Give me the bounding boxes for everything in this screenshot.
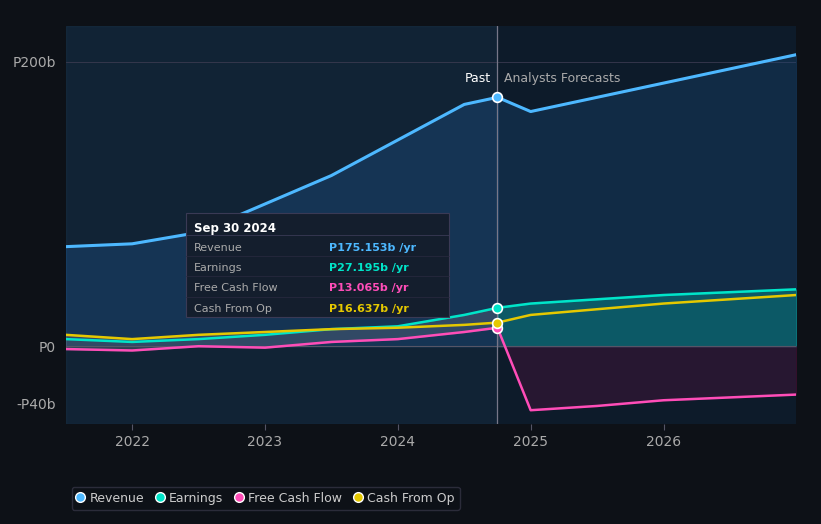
Text: Analysts Forecasts: Analysts Forecasts (504, 72, 621, 85)
Text: Sep 30 2024: Sep 30 2024 (194, 222, 276, 235)
Legend: Revenue, Earnings, Free Cash Flow, Cash From Op: Revenue, Earnings, Free Cash Flow, Cash … (72, 487, 460, 510)
Text: P16.637b /yr: P16.637b /yr (328, 304, 409, 314)
Bar (66, 26, 498, 424)
Text: Cash From Op: Cash From Op (194, 304, 272, 314)
Text: Earnings: Earnings (194, 263, 242, 273)
Text: P175.153b /yr: P175.153b /yr (328, 243, 416, 253)
Text: Free Cash Flow: Free Cash Flow (194, 283, 277, 293)
Text: Revenue: Revenue (194, 243, 242, 253)
Text: P13.065b /yr: P13.065b /yr (328, 283, 408, 293)
Text: Past: Past (465, 72, 491, 85)
Text: P27.195b /yr: P27.195b /yr (328, 263, 409, 273)
FancyBboxPatch shape (186, 213, 449, 317)
